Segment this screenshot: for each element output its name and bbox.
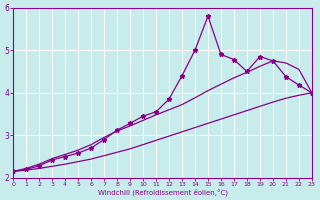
- X-axis label: Windchill (Refroidissement éolien,°C): Windchill (Refroidissement éolien,°C): [98, 188, 228, 196]
